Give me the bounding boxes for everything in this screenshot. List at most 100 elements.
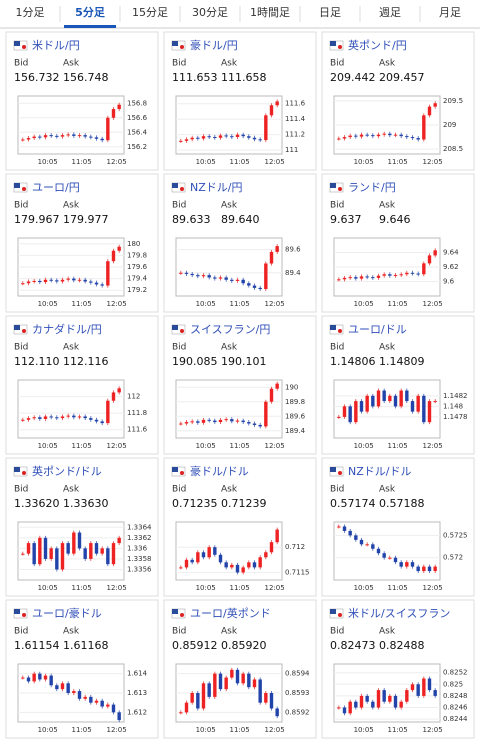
candle: [213, 547, 217, 555]
ask-value: 0.57188: [379, 497, 425, 510]
candle: [38, 537, 42, 565]
candle: [416, 273, 420, 275]
y-tick-label: 0.8248: [443, 692, 468, 700]
bid-label: Bid: [330, 59, 344, 69]
candle: [365, 276, 369, 278]
x-tick-label: 10:05: [354, 300, 374, 308]
tab[interactable]: 1分足: [16, 6, 45, 19]
candle: [83, 135, 87, 137]
candle: [201, 552, 206, 558]
candle: [55, 417, 59, 419]
candle: [32, 280, 36, 282]
y-tick-label: 180: [127, 240, 140, 248]
pair-title[interactable]: ランド/円: [348, 181, 396, 194]
pair-title[interactable]: 英ポンド/円: [348, 38, 407, 52]
pair-title[interactable]: NZドル/円: [190, 181, 242, 194]
candle: [422, 678, 426, 696]
flag-mark: [14, 467, 20, 472]
y-tick-label: 1.3358: [127, 555, 152, 563]
y-tick-label: 9.6: [443, 278, 455, 286]
y-tick-label: 0.825: [443, 680, 463, 688]
bid-label: Bid: [330, 343, 344, 353]
pair-title[interactable]: ユーロ/英ポンド: [190, 606, 271, 620]
pair-title[interactable]: スイスフラン/円: [190, 323, 270, 336]
ask-label: Ask: [63, 627, 80, 637]
pair-title[interactable]: NZドル/ドル: [348, 465, 411, 478]
ask-value: 111.658: [221, 71, 267, 84]
pair-title[interactable]: 豪ドル/ドル: [190, 464, 249, 478]
x-tick-label: 12:05: [264, 442, 284, 450]
candle: [382, 553, 386, 558]
candle: [405, 136, 409, 138]
pair-title[interactable]: ユーロ/豪ドル: [32, 606, 102, 620]
pair-title[interactable]: 米ドル/円: [32, 39, 80, 52]
candle: [49, 279, 53, 281]
y-tick-label: 189.8: [285, 398, 305, 406]
candle: [337, 526, 341, 528]
candle: [201, 275, 206, 277]
candle: [201, 683, 206, 709]
y-tick-label: 1.613: [127, 689, 147, 697]
candle: [337, 416, 341, 418]
candle: [416, 566, 420, 572]
x-tick-label: 10:05: [196, 442, 216, 450]
bid-label: Bid: [330, 627, 344, 637]
candle: [393, 557, 398, 563]
candle: [405, 272, 409, 275]
y-tick-label: 156.2: [127, 143, 147, 151]
candle: [201, 136, 206, 139]
pair-title[interactable]: ユーロ/ドル: [348, 323, 407, 336]
bid-label: Bid: [172, 485, 186, 495]
candle: [410, 137, 415, 139]
ask-label: Ask: [63, 201, 80, 211]
candle: [399, 701, 403, 708]
candle: [55, 280, 59, 282]
flag-mark: [330, 41, 336, 46]
candle: [60, 683, 65, 690]
tab[interactable]: 30分足: [192, 6, 228, 19]
pair-title[interactable]: 米ドル/スイスフラン: [348, 607, 450, 620]
candle: [264, 401, 268, 427]
candle: [38, 673, 42, 680]
candle: [83, 416, 87, 419]
tab[interactable]: 週足: [379, 6, 401, 19]
candle: [427, 678, 432, 691]
candle: [32, 673, 36, 682]
candle: [371, 544, 375, 549]
tab[interactable]: 5分足: [75, 5, 106, 19]
candle: [275, 529, 279, 543]
bid-label: Bid: [14, 201, 28, 211]
candle: [77, 135, 82, 137]
tab[interactable]: 1時間足: [250, 6, 290, 19]
x-tick-label: 10:05: [38, 158, 58, 166]
pair-title[interactable]: カナダドル/円: [32, 322, 102, 336]
candle: [190, 559, 194, 563]
candle: [252, 285, 257, 288]
candle: [348, 277, 352, 279]
candle: [117, 388, 121, 393]
pair-title[interactable]: 英ポンド/ドル: [32, 464, 102, 478]
pair-title[interactable]: 豪ドル/円: [190, 38, 238, 52]
pair-title[interactable]: ユーロ/円: [32, 181, 80, 194]
candle: [94, 282, 99, 285]
candle: [241, 673, 245, 684]
ask-value: 0.71239: [221, 497, 267, 510]
bid-value: 179.967: [14, 213, 60, 226]
candle: [32, 417, 36, 419]
tab[interactable]: 15分足: [132, 6, 168, 19]
candle: [427, 401, 432, 423]
tab[interactable]: 日足: [319, 6, 341, 19]
bid-value: 1.14806: [330, 355, 376, 368]
candle: [117, 537, 121, 544]
candle: [258, 557, 262, 568]
candle: [190, 137, 194, 140]
flag-mark: [330, 609, 336, 614]
flag-dot: [180, 471, 184, 475]
y-tick-label: 9.62: [443, 263, 459, 271]
tab[interactable]: 月足: [439, 6, 461, 19]
x-tick-label: 11:05: [388, 726, 408, 734]
y-tick-label: 1.3364: [127, 523, 152, 531]
flag-dot: [22, 471, 26, 475]
candle: [359, 401, 364, 412]
